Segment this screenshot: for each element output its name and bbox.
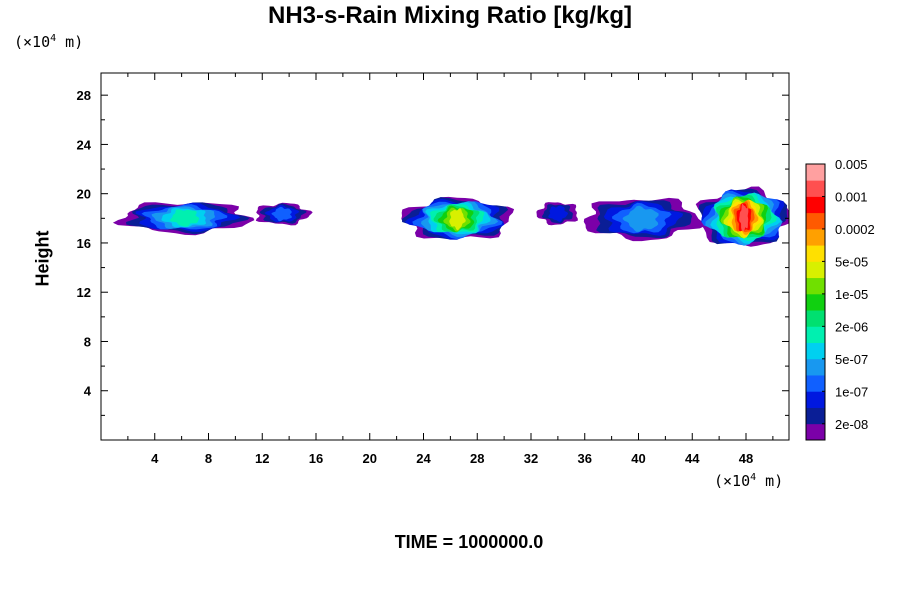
contour-region xyxy=(695,186,789,247)
x-unit-prefix: (×10 xyxy=(714,472,751,490)
contour-region xyxy=(401,196,515,240)
x-tick-label: 28 xyxy=(470,451,484,466)
y-unit-exponent: 4 xyxy=(50,33,57,44)
contour-level xyxy=(548,205,569,222)
x-tick-label: 4 xyxy=(151,451,159,466)
colorbar-swatch xyxy=(806,196,825,214)
contour-level xyxy=(271,206,292,222)
colorbar-swatch xyxy=(806,245,825,262)
colorbar-label: 0.0002 xyxy=(835,222,875,237)
colorbar-label: 0.001 xyxy=(835,189,868,204)
x-tick-label: 40 xyxy=(631,451,645,466)
colorbar-swatch xyxy=(806,391,825,408)
colorbar-swatch xyxy=(806,310,825,327)
x-tick-label: 8 xyxy=(205,451,212,466)
colorbar-label: 2e-06 xyxy=(835,319,868,334)
x-tick-label: 16 xyxy=(309,451,323,466)
y-unit-suffix: m) xyxy=(56,33,84,51)
colorbar: 2e-08 1e-07 5e-07 2e-06 1e-05 5e-05 0.0002 0.00… xyxy=(805,157,875,441)
plot-frame xyxy=(100,72,790,441)
colorbar-label: 5e-07 xyxy=(835,352,868,367)
x-tick-label: 24 xyxy=(416,451,431,466)
x-tick-label: 20 xyxy=(363,451,377,466)
contour-region xyxy=(583,197,706,242)
colorbar-label: 1e-07 xyxy=(835,384,868,399)
y-axis-unit: (×104 m) xyxy=(14,33,83,51)
contour-region xyxy=(536,202,578,226)
colorbar-swatch xyxy=(806,423,825,441)
contour-level xyxy=(449,208,466,231)
contour-region xyxy=(255,202,313,226)
colorbar-label: 5e-05 xyxy=(835,254,868,269)
colorbar-swatch xyxy=(806,407,825,425)
colorbar-label: 0.005 xyxy=(835,157,868,172)
y-tick-label: 20 xyxy=(77,187,91,202)
colorbar-swatch xyxy=(806,277,825,295)
colorbar-swatch xyxy=(806,212,825,230)
contour-level xyxy=(169,209,200,227)
y-tick-label: 4 xyxy=(84,384,92,399)
x-tick-label: 32 xyxy=(524,451,538,466)
y-tick-label: 24 xyxy=(77,137,92,152)
contour-region xyxy=(112,202,255,236)
chart-title: NH3-s-Rain Mixing Ratio [kg/kg] xyxy=(267,2,633,29)
x-axis-unit: (×104 m) xyxy=(714,472,783,490)
colorbar-label: 2e-08 xyxy=(835,417,868,432)
time-footer: TIME = 1000000.0 xyxy=(394,532,544,552)
x-tick-label: 12 xyxy=(255,451,269,466)
colorbar-swatch xyxy=(806,375,825,392)
plot-content xyxy=(112,186,789,247)
colorbar-swatch xyxy=(806,342,825,360)
colorbar-swatch xyxy=(806,261,825,279)
colorbar-swatch xyxy=(806,164,825,181)
x-tick-label: 44 xyxy=(685,451,700,466)
y-tick-label: 16 xyxy=(77,236,91,251)
x-unit-suffix: m) xyxy=(756,472,784,490)
colorbar-swatch xyxy=(806,293,825,311)
x-tick-label: 48 xyxy=(739,451,753,466)
colorbar-frame xyxy=(805,163,826,441)
x-tick-label: 36 xyxy=(578,451,592,466)
y-unit-prefix: (×10 xyxy=(14,33,51,51)
y-tick-label: 28 xyxy=(77,88,91,103)
x-unit-exponent: 4 xyxy=(750,472,757,483)
colorbar-swatch xyxy=(806,228,825,246)
y-tick-label: 8 xyxy=(84,334,91,349)
colorbar-label: 1e-05 xyxy=(835,287,868,302)
y-tick-label: 12 xyxy=(77,285,91,300)
colorbar-swatch xyxy=(806,180,825,197)
colorbar-swatch xyxy=(806,358,825,376)
contour-level xyxy=(622,205,659,232)
colorbar-swatch xyxy=(806,326,825,343)
contour-level xyxy=(739,203,749,232)
